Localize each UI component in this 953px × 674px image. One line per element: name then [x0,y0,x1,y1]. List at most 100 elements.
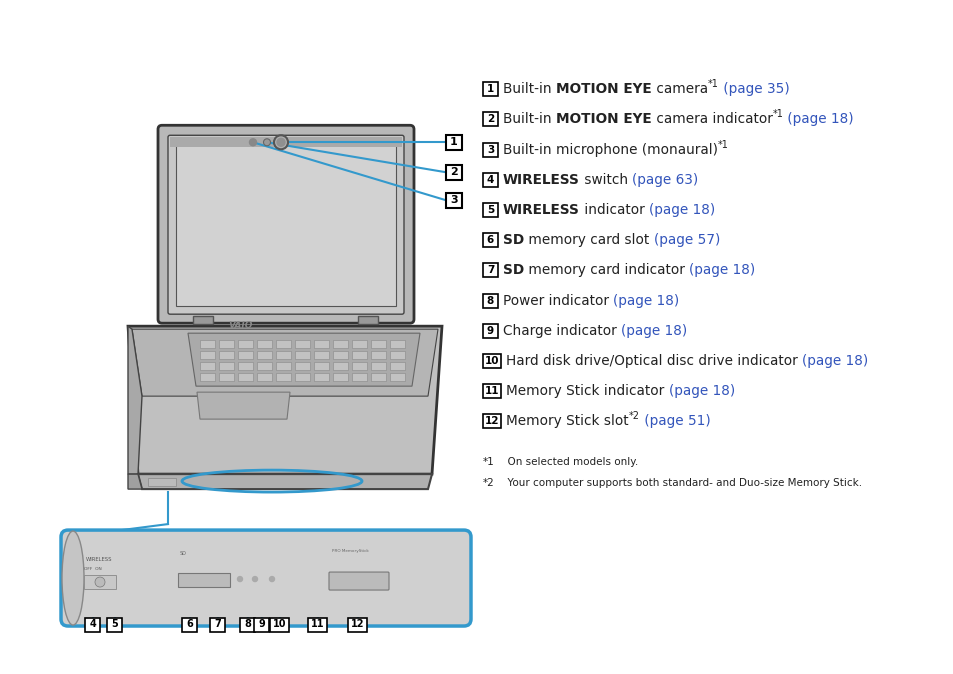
Circle shape [263,139,271,146]
FancyBboxPatch shape [482,324,497,338]
Text: VAIO: VAIO [18,12,115,46]
Text: Your computer supports both standard- and Duo-size Memory Stick.: Your computer supports both standard- an… [500,479,862,489]
Text: Getting Started: Getting Started [846,35,953,48]
FancyBboxPatch shape [329,572,389,590]
Text: (page 18): (page 18) [801,354,867,368]
Text: 12: 12 [484,417,498,427]
Text: 9: 9 [258,619,265,629]
Text: (page 63): (page 63) [632,173,698,187]
Bar [333,373,348,381]
FancyBboxPatch shape [446,135,461,150]
Text: ►: ► [913,10,923,24]
Circle shape [274,135,288,149]
Bar [178,573,230,587]
Bar [314,362,329,370]
Bar [352,373,367,381]
Ellipse shape [62,531,84,625]
Text: Power indicator: Power indicator [502,294,613,307]
Text: 5: 5 [112,619,118,629]
Polygon shape [128,474,142,489]
FancyBboxPatch shape [168,135,403,314]
Text: Memory Stick slot: Memory Stick slot [505,415,628,429]
Bar [275,362,291,370]
Text: PRO MemoryStick: PRO MemoryStick [332,549,369,553]
Bar [148,478,175,486]
Bar [275,373,291,381]
Bar [219,340,233,348]
Text: SD: SD [502,233,524,247]
Polygon shape [188,333,419,386]
Text: Memory Stick indicator: Memory Stick indicator [505,384,668,398]
Bar [84,575,116,589]
Bar [219,351,233,359]
Text: 11: 11 [484,386,498,396]
Text: *1: *1 [718,140,728,150]
Text: ◄: ◄ [877,10,887,24]
Bar [200,340,214,348]
Polygon shape [196,392,290,419]
Text: (page 57): (page 57) [653,233,720,247]
FancyBboxPatch shape [482,233,497,247]
Text: 1: 1 [450,137,457,148]
Bar [371,362,386,370]
Text: switch: switch [579,173,632,187]
FancyBboxPatch shape [182,618,197,632]
Text: 10: 10 [273,619,287,629]
Bar [390,373,405,381]
Text: MOTION EYE: MOTION EYE [556,82,651,96]
Bar [333,362,348,370]
Bar [390,362,405,370]
Text: *1: *1 [707,80,718,89]
Bar [275,351,291,359]
Text: (page 35): (page 35) [718,82,788,96]
Bar [357,316,377,324]
FancyBboxPatch shape [254,618,269,632]
Text: (page 18): (page 18) [620,324,687,338]
Text: 8: 8 [244,619,252,629]
Text: 4: 4 [486,175,494,185]
FancyBboxPatch shape [482,113,497,127]
FancyBboxPatch shape [482,264,497,278]
Bar [314,340,329,348]
Text: *2: *2 [628,411,639,421]
Text: (page 51): (page 51) [639,415,710,429]
FancyBboxPatch shape [482,173,497,187]
Bar [352,362,367,370]
Text: Hard disk drive/Optical disc drive indicator: Hard disk drive/Optical disc drive indic… [505,354,801,368]
FancyBboxPatch shape [446,193,461,208]
Text: 9: 9 [486,326,494,336]
Bar [256,373,272,381]
Text: 3: 3 [450,195,457,206]
Bar [200,351,214,359]
Bar [237,340,253,348]
Polygon shape [132,329,437,396]
Bar [219,373,233,381]
FancyBboxPatch shape [482,384,500,398]
Bar [390,340,405,348]
Text: 7: 7 [214,619,221,629]
Text: 2: 2 [486,115,494,125]
Text: On selected models only.: On selected models only. [500,456,638,466]
Text: 3: 3 [486,145,494,154]
Bar [256,340,272,348]
Text: *1: *1 [482,456,495,466]
Text: camera indicator: camera indicator [651,113,772,127]
Text: 5: 5 [486,205,494,215]
FancyBboxPatch shape [446,165,461,180]
Circle shape [250,139,256,146]
FancyBboxPatch shape [482,354,500,368]
Text: (page 18): (page 18) [689,264,755,278]
Text: 4: 4 [90,619,96,629]
Circle shape [237,576,242,582]
Text: indicator: indicator [579,203,648,217]
Text: VAIO: VAIO [228,321,253,330]
Text: WIRELESS: WIRELESS [502,173,579,187]
Text: WIRELESS: WIRELESS [86,557,112,562]
Bar [314,351,329,359]
Bar [294,351,310,359]
Bar [294,373,310,381]
Text: SD: SD [180,551,187,556]
Circle shape [253,576,257,582]
Bar [294,362,310,370]
Circle shape [95,577,105,587]
